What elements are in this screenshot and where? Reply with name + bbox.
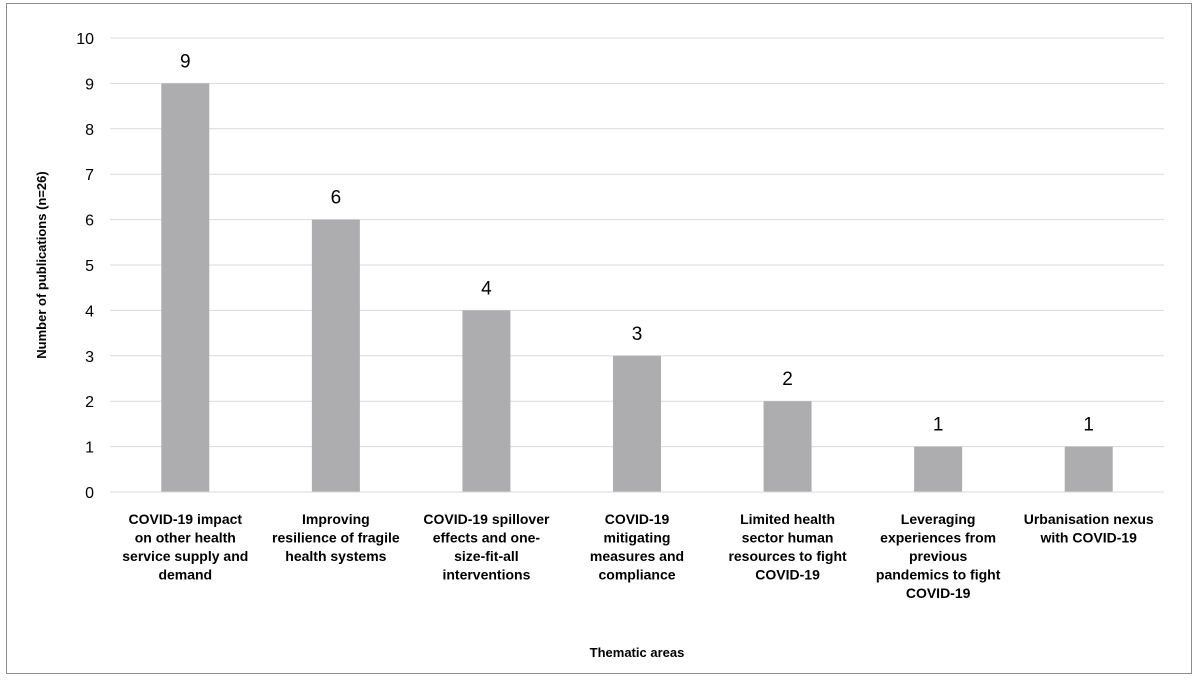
bar-2 xyxy=(311,219,360,492)
x-category-label-line: COVID-19 impact xyxy=(128,511,242,527)
x-category-label-2: Improving resilience of fragile health sys… xyxy=(272,511,400,564)
x-category-label-line: COVID-19 spillover xyxy=(423,511,550,527)
x-category-label-line: Improving xyxy=(302,511,370,527)
y-tick-label: 5 xyxy=(85,258,94,275)
x-category-label-line: interventions xyxy=(442,567,530,583)
x-category-label-line: experiences from xyxy=(880,530,996,546)
x-category-label-line: Limited health xyxy=(740,511,835,527)
data-label-3: 4 xyxy=(481,278,492,299)
bar-6 xyxy=(914,446,963,492)
x-category-label-line: measures and xyxy=(590,548,684,564)
bar-4 xyxy=(613,355,661,492)
x-category-label-line: resources to fight xyxy=(728,548,847,564)
x-category-label-line: sector human xyxy=(742,530,834,546)
data-label-1: 9 xyxy=(180,51,191,72)
x-category-label-1: COVID-19 impact on other health service su… xyxy=(122,511,248,583)
y-tick-label: 0 xyxy=(85,485,94,502)
x-category-label-line: resilience of fragile xyxy=(272,530,400,546)
x-category-label-line: size-fit-all xyxy=(454,548,519,564)
x-category-label-line: health systems xyxy=(285,548,386,564)
data-label-5: 2 xyxy=(782,369,793,390)
data-label-2: 6 xyxy=(331,188,342,209)
x-category-label-4: COVID-19 mitigating measures and compliance xyxy=(590,511,684,583)
x-category-label-line: COVID-19 xyxy=(755,567,820,583)
x-category-label-line: COVID-19 xyxy=(906,585,971,601)
x-category-label-line: effects and one- xyxy=(433,530,541,546)
bar-5 xyxy=(763,401,812,492)
x-category-label-line: service supply and xyxy=(122,548,248,564)
bar-1 xyxy=(161,83,210,493)
y-tick-label: 8 xyxy=(85,122,94,139)
y-tick-label: 9 xyxy=(85,76,94,93)
y-tick-label: 10 xyxy=(76,31,94,48)
x-category-label-line: Leveraging xyxy=(901,511,976,527)
x-category-label-line: previous xyxy=(909,548,968,564)
x-category-label-line: compliance xyxy=(598,567,675,583)
x-category-label-6: Leveraging experiences from previous pandem… xyxy=(876,511,1001,601)
y-tick-label: 3 xyxy=(85,349,94,366)
x-category-label-3: COVID-19 spillover effects and one-size-f… xyxy=(423,511,550,583)
x-category-label-line: mitigating xyxy=(604,530,671,546)
x-category-label-line: Urbanisation nexus xyxy=(1024,511,1154,527)
x-axis-title: Thematic areas xyxy=(590,645,685,660)
data-label-7: 1 xyxy=(1083,415,1094,436)
x-category-label-line: with COVID-19 xyxy=(1039,530,1137,546)
y-tick-label: 2 xyxy=(85,394,94,411)
bar-7 xyxy=(1064,446,1113,492)
y-tick-label: 4 xyxy=(85,303,94,320)
x-category-label-line: COVID-19 xyxy=(605,511,670,527)
x-category-label-line: pandemics to fight xyxy=(876,567,1001,583)
y-axis-title: Number of publications (n=26) xyxy=(34,171,49,358)
x-category-label-line: on other health xyxy=(135,530,236,546)
x-category-label-line: demand xyxy=(158,567,212,583)
bar-3 xyxy=(462,310,511,492)
y-tick-label: 1 xyxy=(85,440,94,457)
y-tick-label: 7 xyxy=(85,167,94,184)
y-tick-label: 6 xyxy=(85,213,94,230)
data-label-6: 1 xyxy=(933,415,944,436)
x-category-label-7: Urbanisation nexus with COVID-19 xyxy=(1024,511,1154,546)
x-category-label-5: Limited health sector human resources to f… xyxy=(728,511,847,583)
data-label-4: 3 xyxy=(632,324,643,345)
